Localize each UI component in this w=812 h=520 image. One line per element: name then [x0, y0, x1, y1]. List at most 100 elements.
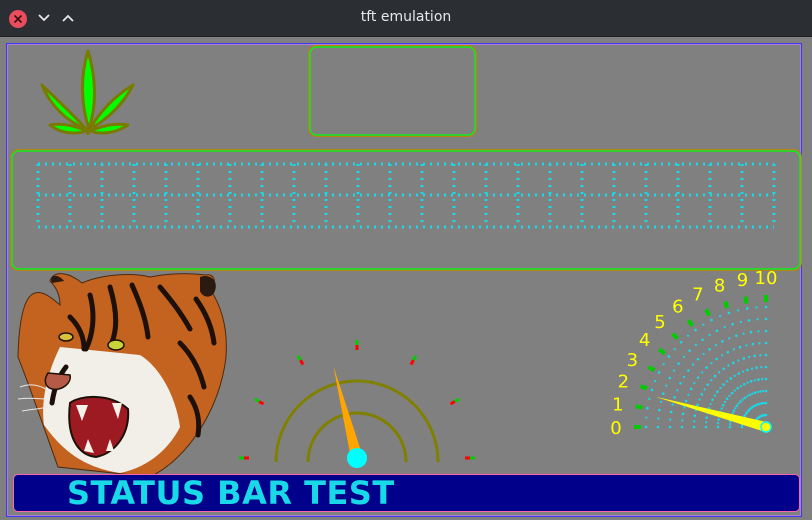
- meter-dot: [757, 378, 760, 381]
- meter-dot: [702, 323, 705, 326]
- meter-dot: [704, 425, 708, 429]
- meter-dot: [735, 334, 738, 337]
- meter-tick: [658, 347, 667, 356]
- meter-dot: [708, 333, 711, 337]
- meter-dot: [744, 413, 747, 416]
- meter-dot: [763, 413, 767, 417]
- meter-dot: [671, 403, 674, 406]
- meter-dot: [738, 345, 742, 349]
- meter-dot: [687, 393, 690, 396]
- meter-dot: [694, 343, 697, 346]
- meter-tick: [743, 296, 749, 304]
- meter-dot: [731, 322, 734, 326]
- gauge-tick-green: [412, 355, 418, 361]
- meter-dot: [714, 344, 717, 347]
- meter-dot: [719, 386, 722, 390]
- meter-dot: [696, 357, 700, 361]
- meter-dot: [658, 408, 661, 412]
- minimize-button[interactable]: [36, 10, 52, 26]
- minimize-chevron-icon: [38, 14, 50, 22]
- dot-grid: [36, 162, 776, 229]
- meter-dot: [764, 377, 768, 381]
- meter-dot: [683, 406, 686, 409]
- meter-dot: [696, 376, 700, 379]
- screen-border: [6, 43, 802, 517]
- meter-dot: [677, 362, 680, 365]
- gauge-tick-red: [449, 400, 456, 406]
- meter-dot: [720, 407, 723, 410]
- meter-dot: [740, 425, 744, 429]
- meter-dot: [681, 419, 684, 422]
- meter-dot: [729, 423, 732, 426]
- meter-dot: [659, 400, 663, 403]
- meter-tick: [647, 365, 656, 373]
- meter-dot: [741, 398, 744, 401]
- meter-dot: [669, 418, 672, 421]
- meter-dot: [722, 367, 725, 371]
- meter-dot: [698, 398, 701, 401]
- meter-dot: [683, 375, 686, 378]
- meter-dot: [746, 368, 749, 372]
- meter-dot: [725, 397, 729, 401]
- meter-dot: [645, 416, 648, 419]
- meter-dot: [667, 355, 671, 358]
- close-button[interactable]: [9, 10, 27, 28]
- meter-dot: [669, 410, 673, 414]
- meter-dot: [739, 320, 742, 324]
- close-icon: [13, 14, 23, 24]
- meter-dot: [728, 394, 731, 397]
- meter-dot: [668, 376, 672, 380]
- meter-ticks: [634, 295, 768, 429]
- title-bar: tft emulation: [0, 0, 812, 37]
- meter-hub: [760, 421, 772, 433]
- meter-dot: [757, 330, 760, 333]
- meter-dot: [705, 366, 708, 369]
- meter-dot: [737, 359, 740, 362]
- meter-dot: [739, 400, 742, 403]
- gauge-tick-red: [299, 359, 305, 366]
- tiger-head-image: [17, 273, 227, 478]
- meter-dot: [710, 362, 713, 365]
- meter-dot: [687, 369, 690, 372]
- meter-dot: [737, 402, 740, 405]
- meter-dot: [761, 378, 764, 381]
- meter-dot: [728, 337, 731, 340]
- gauge-tick-red: [258, 400, 265, 406]
- meter-dot: [755, 306, 758, 309]
- meter-dot: [723, 326, 726, 329]
- meter-dot: [732, 348, 735, 351]
- meter-dot: [727, 364, 730, 367]
- meter-dot: [742, 382, 746, 386]
- meter-label: 2: [618, 372, 629, 393]
- gauge-tick-green: [454, 397, 460, 403]
- meter-dot: [763, 401, 766, 405]
- meter-dot: [762, 414, 765, 417]
- meter-dot: [759, 390, 762, 393]
- gauge-tick-red: [409, 359, 415, 366]
- meter-dot: [733, 389, 736, 392]
- semicircle-gauge: [239, 340, 475, 468]
- meter-dot: [729, 377, 733, 380]
- meter-dot: [755, 366, 758, 370]
- gauge-tick-green: [254, 397, 260, 403]
- meter-tick: [639, 384, 648, 391]
- meter-dot: [718, 315, 722, 318]
- meter-dot: [648, 397, 651, 401]
- meter-dot: [656, 425, 660, 429]
- meter-dot: [737, 372, 741, 375]
- meter-dot: [713, 374, 717, 378]
- meter-label: 4: [639, 330, 650, 351]
- meter-dot: [746, 381, 749, 384]
- meter-dot: [693, 382, 696, 385]
- meter-dot: [694, 328, 697, 332]
- meter-dot: [661, 392, 665, 395]
- maximize-button[interactable]: [60, 10, 76, 26]
- meter-dot: [731, 412, 734, 415]
- meter-dot: [693, 414, 697, 418]
- meter-label: 5: [654, 312, 665, 333]
- meter-dot: [717, 422, 720, 425]
- meter-dot: [701, 338, 704, 341]
- gauge-ticks: [239, 340, 475, 460]
